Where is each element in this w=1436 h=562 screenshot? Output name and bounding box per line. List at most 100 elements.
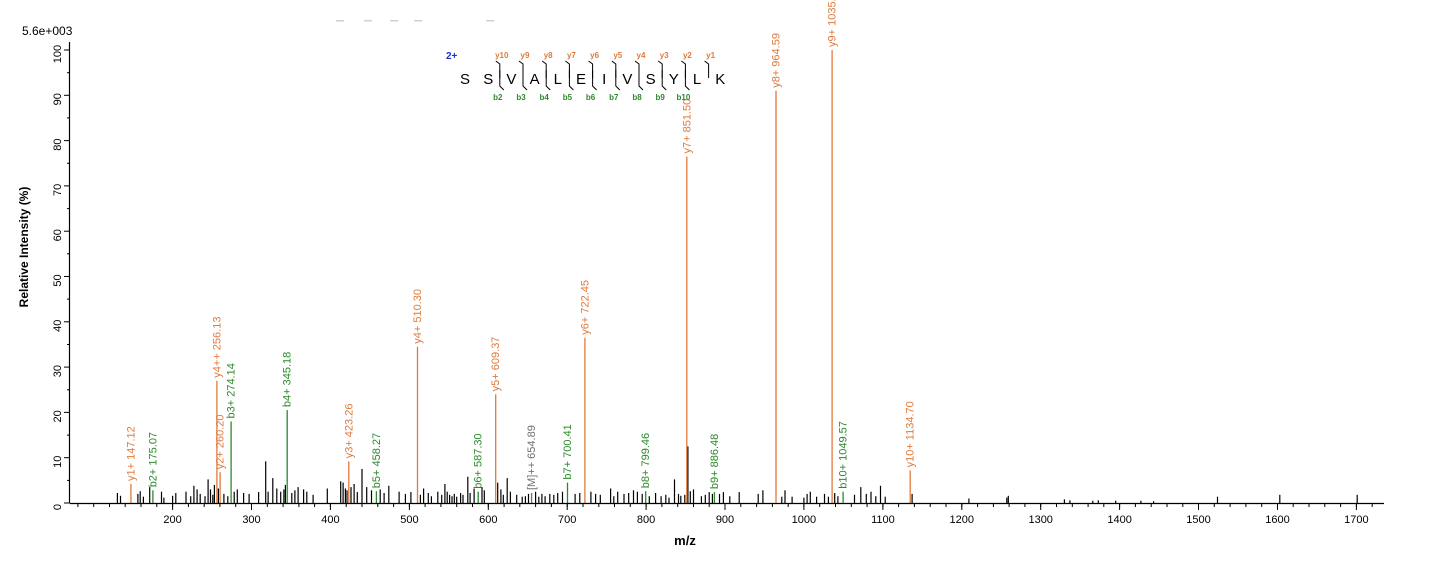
y-ion-label: y5 — [613, 51, 622, 60]
residue-letter: K — [715, 71, 725, 88]
x-tick-label: 200 — [163, 514, 181, 526]
x-tick-label: 700 — [558, 514, 576, 526]
b-cleavage-bracket — [545, 70, 551, 91]
residue-letter: Y — [669, 71, 679, 88]
b-ion-label: b8 — [632, 93, 642, 102]
peptide-fragment-map: 2+S S V A L E I V S Y L Ky10b2y9b3y8b4y7b5y6b6y5b7y… — [446, 51, 725, 102]
y-ion-label: y10 — [495, 51, 509, 60]
peak-label: y4+ 510.30 — [412, 289, 424, 344]
peak-label: y9+ 1035.62 — [827, 0, 839, 47]
y-axis-title: Relative Intensity (%) — [17, 187, 31, 308]
peak-label: b8+ 799.46 — [640, 433, 652, 488]
b-cleavage-bracket — [522, 70, 528, 91]
b-ion-label: b5 — [563, 93, 573, 102]
residue-letter: L — [693, 71, 701, 88]
x-axis-title: m/z — [674, 533, 696, 548]
b-ion-label: b4 — [540, 93, 550, 102]
peak-label: b4+ 345.18 — [282, 352, 294, 407]
x-tick-label: 1200 — [950, 514, 974, 526]
peak-label: y6+ 722.45 — [579, 280, 591, 335]
y-tick-label: 10 — [52, 456, 64, 468]
b-ion-label: b10 — [677, 93, 691, 102]
x-tick-label: 400 — [321, 514, 339, 526]
residue-letter: A — [530, 71, 540, 88]
x-tick-label: 1600 — [1265, 514, 1289, 526]
y-ion-label: y4 — [637, 51, 646, 60]
b-cleavage-bracket — [638, 70, 644, 91]
y-ion-label: y6 — [590, 51, 599, 60]
residue-letter: S — [460, 71, 470, 88]
y-tick-label: 90 — [52, 93, 64, 105]
b-ion-label: b3 — [516, 93, 526, 102]
peak-label: y8+ 964.59 — [771, 33, 783, 88]
peak-label: y4++ 256.13 — [211, 317, 223, 378]
peak-label: [M]++ 654.89 — [526, 425, 538, 490]
y-ion-label: y9 — [521, 51, 530, 60]
b-ion-label: b7 — [609, 93, 619, 102]
b-cleavage-bracket — [568, 70, 574, 91]
x-tick-label: 1000 — [792, 514, 816, 526]
peak-label: b6+ 587.30 — [473, 433, 485, 488]
peak-label: y5+ 609.37 — [490, 337, 502, 392]
b-ion-label: b2 — [493, 93, 503, 102]
x-tick-label: 1300 — [1028, 514, 1052, 526]
peak-label: y1+ 147.12 — [125, 426, 137, 481]
residue-letter: S — [483, 71, 493, 88]
x-tick-label: 500 — [400, 514, 418, 526]
peak-label: b3+ 274.14 — [226, 363, 238, 418]
x-tick-label: 600 — [479, 514, 497, 526]
b-cleavage-bracket — [592, 70, 597, 91]
peak-label: b7+ 700.41 — [562, 424, 574, 479]
b-cleavage-bracket — [661, 70, 667, 91]
b-ion-label: b6 — [586, 93, 596, 102]
b-cleavage-bracket — [615, 70, 621, 91]
y-tick-label: 100 — [52, 45, 64, 63]
faint-header-marks — [336, 20, 494, 22]
peak-label: y10+ 1134.70 — [905, 401, 917, 467]
peak-label: y7+ 851.50 — [681, 99, 693, 154]
x-tick-label: 900 — [716, 514, 734, 526]
y-ion-label: y3 — [660, 51, 669, 60]
charge-state-label: 2+ — [446, 51, 458, 62]
peak-label: b9+ 886.48 — [709, 434, 721, 489]
x-tick-label: 300 — [242, 514, 260, 526]
axes: 0 10 20 30 40 50 60 70 80 90 100 200 300 400 500 600 700… — [52, 42, 1384, 526]
y-tick-label: 50 — [52, 274, 64, 286]
residue-letter: I — [602, 71, 606, 88]
residue-letter: V — [622, 71, 632, 88]
unannotated-peaks — [116, 446, 1358, 503]
y-tick-label: 30 — [52, 365, 64, 377]
y-tick-label: 60 — [52, 229, 64, 241]
y-ion-label: y8 — [544, 51, 553, 60]
y-tick-label: 20 — [52, 410, 64, 422]
peak-label: b10+ 1049.57 — [838, 421, 850, 489]
peak-label: b2+ 175.07 — [147, 432, 159, 487]
peak-label: b5+ 458.27 — [371, 433, 383, 488]
peak-label: y3+ 423.26 — [343, 404, 355, 459]
residue-letter: L — [554, 71, 562, 88]
x-tick-label: 800 — [637, 514, 655, 526]
y-tick-label: 80 — [52, 138, 64, 150]
b-cleavage-bracket — [499, 70, 505, 91]
y-tick-label: 0 — [52, 504, 64, 510]
x-tick-label: 1500 — [1186, 514, 1210, 526]
residue-letter: V — [506, 71, 516, 88]
y-tick-label: 70 — [52, 184, 64, 196]
residue-letter: E — [576, 71, 586, 88]
y-tick-label: 40 — [52, 320, 64, 332]
annotated-peaks: y1+ 147.12 b2+ 175.07 y4++ 256.13 y2+ 260.2… — [125, 0, 917, 503]
b-ion-label: b9 — [656, 93, 666, 102]
x-tick-label: 1100 — [871, 514, 895, 526]
y-ion-label: y1 — [706, 51, 715, 60]
intensity-scale-label: 5.6e+003 — [22, 24, 73, 38]
b-cleavage-bracket — [684, 70, 690, 91]
y-ion-label: y2 — [683, 51, 692, 60]
y-ion-label: y7 — [567, 51, 576, 60]
x-tick-label: 1400 — [1107, 514, 1131, 526]
x-tick-label: 1700 — [1344, 514, 1368, 526]
residue-letter: S — [646, 71, 656, 88]
peak-label: y2+ 260.20 — [215, 414, 227, 469]
y-cleavage-bracket — [704, 60, 710, 78]
